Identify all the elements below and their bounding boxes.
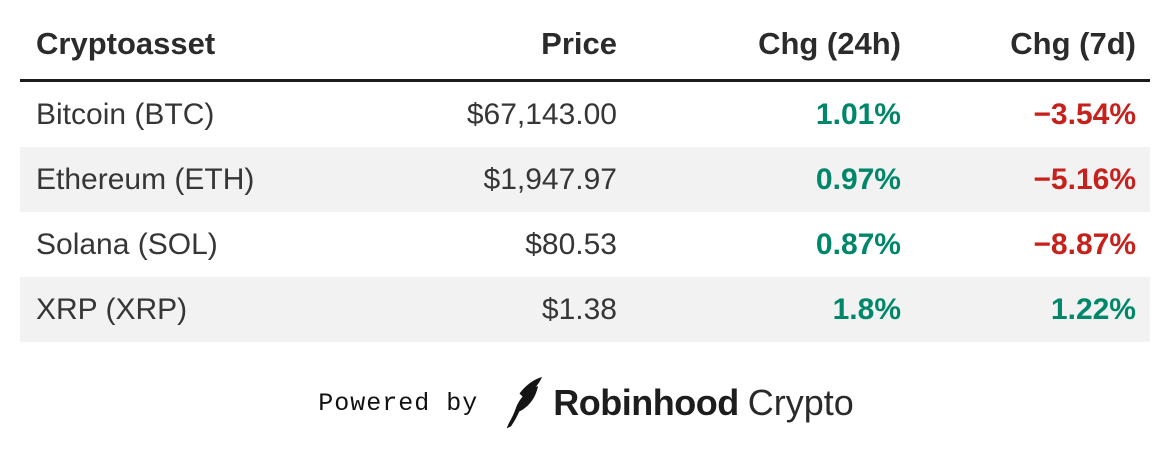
powered-by-footer[interactable]: Powered by Robinhood Crypto bbox=[0, 374, 1172, 432]
asset-price: $80.53 bbox=[525, 227, 617, 261]
col-header-cryptoasset: Cryptoasset bbox=[20, 4, 320, 82]
asset-chg-7d: 1.22% bbox=[1050, 292, 1136, 326]
asset-price: $1,947.97 bbox=[483, 162, 617, 196]
table-row-xrp: XRP (XRP) $1.38 1.8% 1.22% bbox=[20, 277, 1150, 342]
asset-name: Bitcoin (BTC) bbox=[36, 97, 215, 131]
asset-name: Ethereum (ETH) bbox=[36, 162, 255, 196]
col-header-price: Price bbox=[320, 4, 617, 82]
crypto-table: Cryptoasset Price Chg (24h) Chg (7d) Bit… bbox=[20, 4, 1150, 342]
asset-name: Solana (SOL) bbox=[36, 227, 218, 261]
table-row-bitcoin: Bitcoin (BTC) $67,143.00 1.01% −3.54% bbox=[20, 81, 1150, 148]
asset-chg-24h: 0.87% bbox=[815, 227, 901, 261]
asset-price: $1.38 bbox=[541, 292, 617, 326]
robinhood-wordmark: Robinhood bbox=[553, 382, 739, 423]
col-header-chg-24h: Chg (24h) bbox=[617, 4, 901, 82]
crypto-wordmark: Crypto bbox=[747, 382, 854, 423]
col-header-chg-7d: Chg (7d) bbox=[901, 4, 1150, 82]
asset-chg-24h: 0.97% bbox=[815, 162, 901, 196]
asset-chg-24h: 1.01% bbox=[815, 97, 901, 131]
robinhood-feather-icon bbox=[504, 377, 544, 429]
asset-chg-7d: −5.16% bbox=[1033, 162, 1136, 196]
asset-chg-7d: −8.87% bbox=[1033, 227, 1136, 261]
table-row-solana: Solana (SOL) $80.53 0.87% −8.87% bbox=[20, 212, 1150, 277]
crypto-price-widget: Cryptoasset Price Chg (24h) Chg (7d) Bit… bbox=[0, 4, 1172, 432]
asset-chg-24h: 1.8% bbox=[832, 292, 901, 326]
asset-chg-7d: −3.54% bbox=[1033, 97, 1136, 131]
powered-by-label: Powered by bbox=[318, 388, 479, 418]
asset-name: XRP (XRP) bbox=[36, 292, 188, 326]
table-row-ethereum: Ethereum (ETH) $1,947.97 0.97% −5.16% bbox=[20, 147, 1150, 212]
table-header-row: Cryptoasset Price Chg (24h) Chg (7d) bbox=[20, 4, 1150, 82]
asset-price: $67,143.00 bbox=[466, 97, 617, 131]
